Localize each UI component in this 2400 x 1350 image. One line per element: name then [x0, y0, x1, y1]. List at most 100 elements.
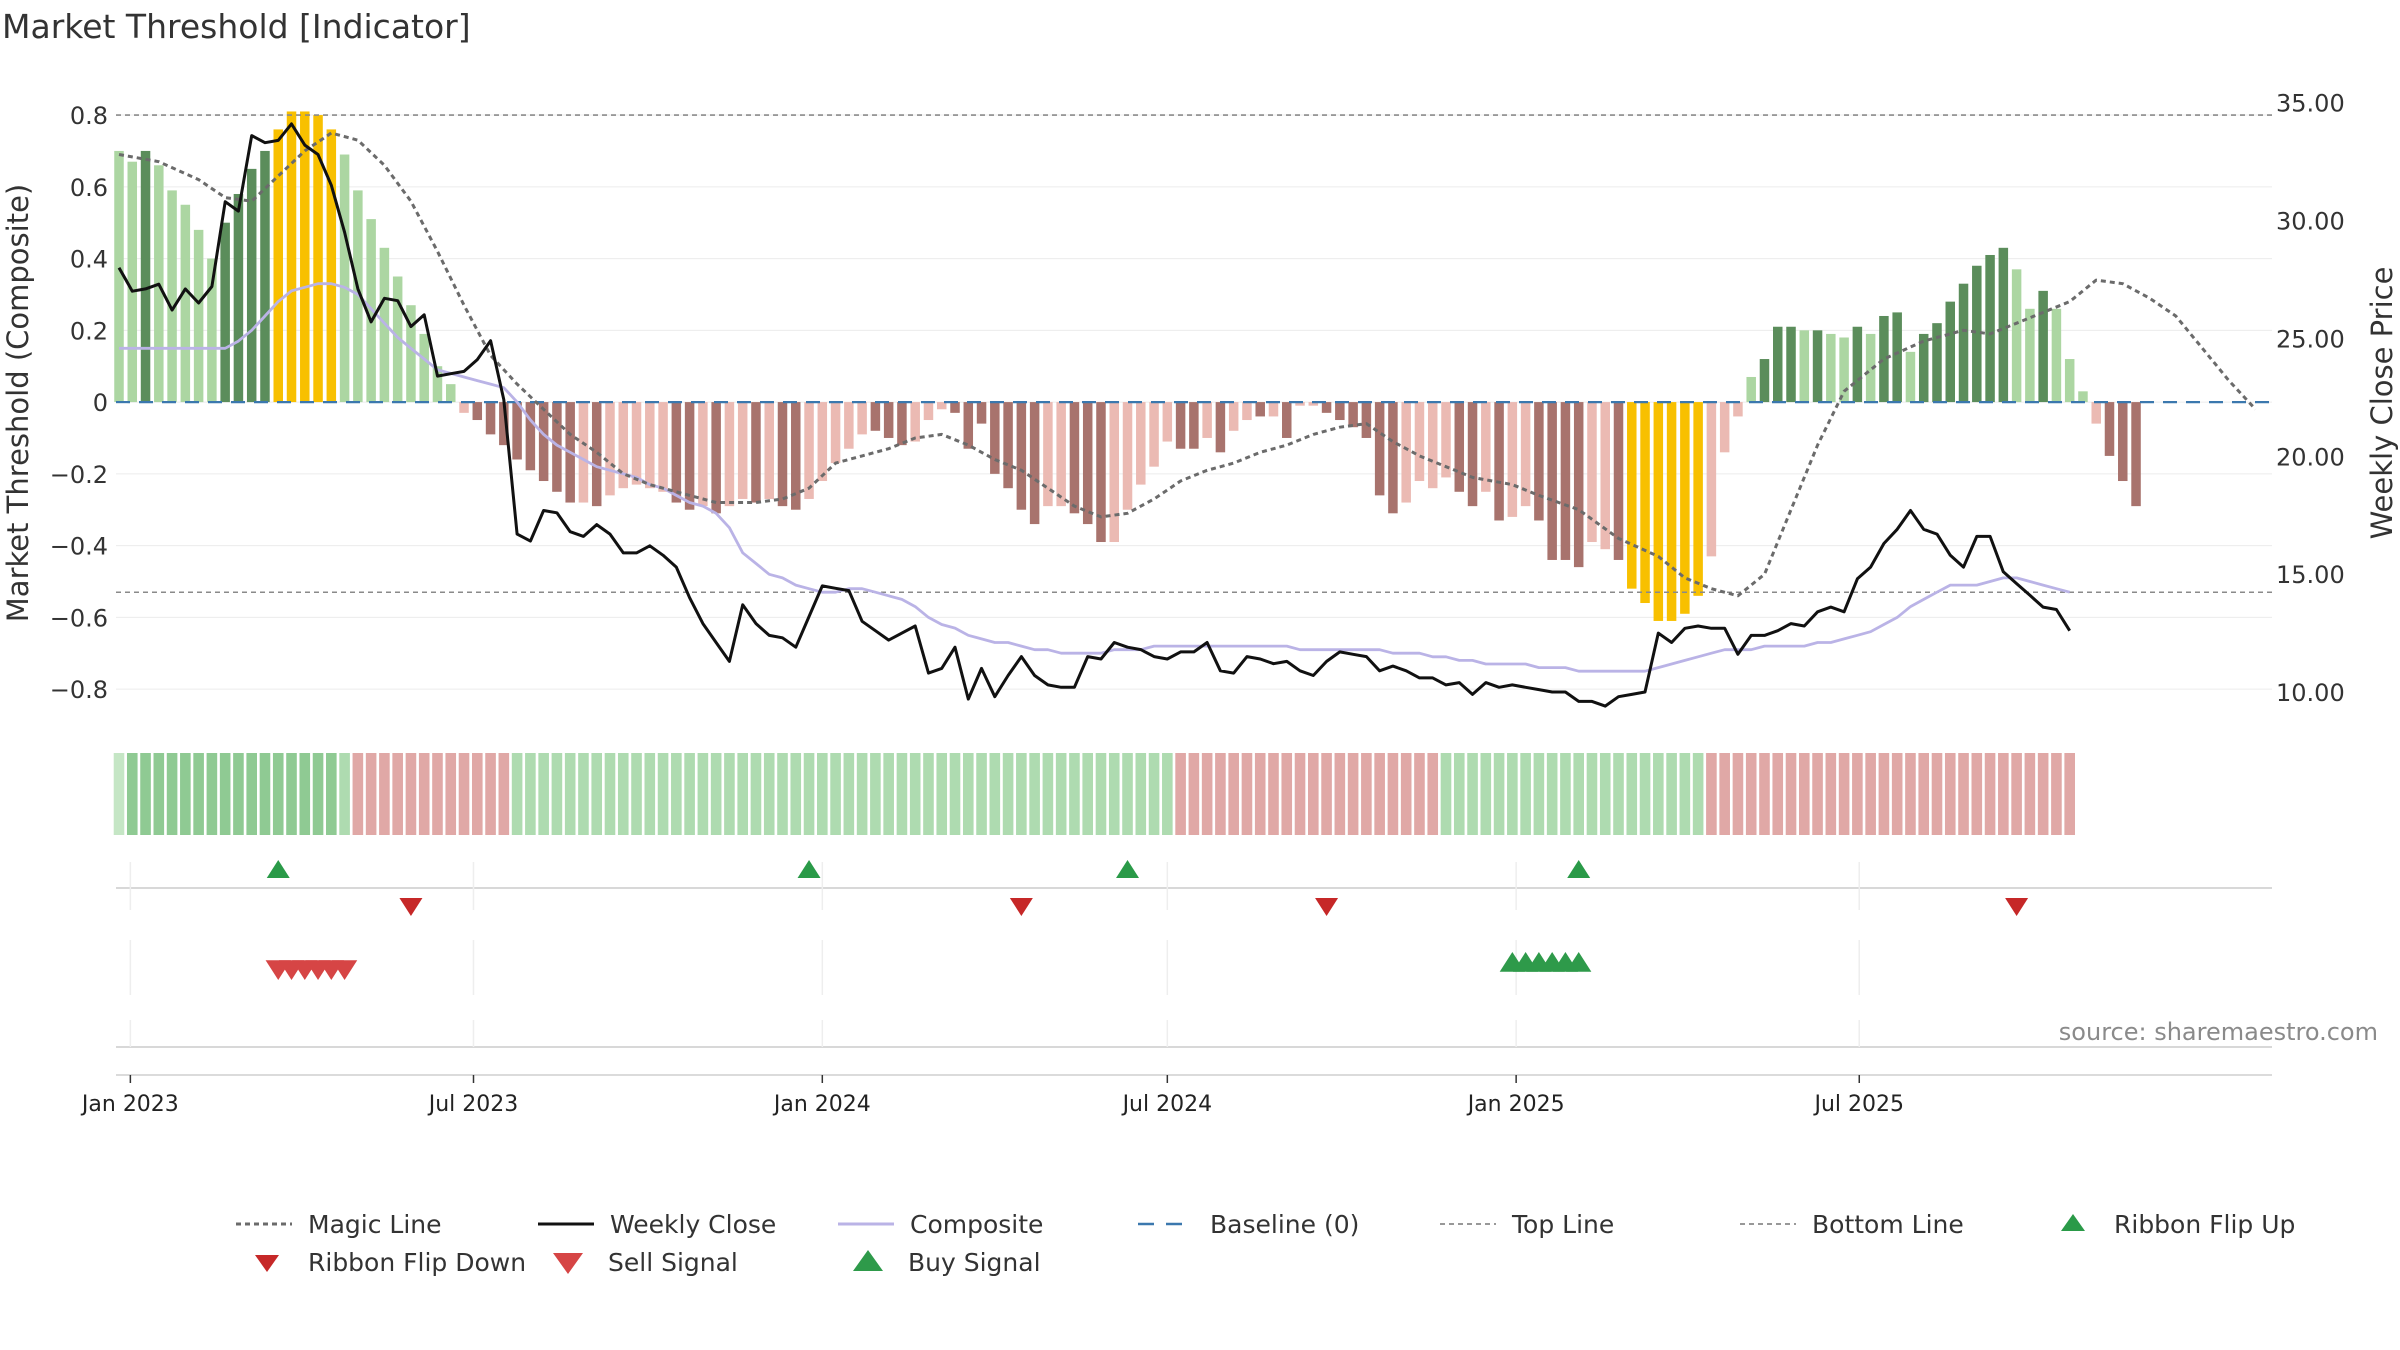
right-axis-label: Weekly Close Price [2365, 267, 2399, 540]
ribbon-cell [1175, 753, 1186, 835]
composite-bar [578, 402, 589, 503]
composite-bar [684, 402, 695, 510]
composite-bar [1945, 301, 1956, 403]
composite-bar [2051, 308, 2062, 403]
composite-bar [1932, 323, 1942, 403]
composite-bar [698, 402, 708, 507]
legend-swatch [853, 1250, 883, 1271]
composite-bar [1374, 402, 1385, 496]
ribbon-cell [2051, 753, 2062, 835]
ribbon-cell [1440, 753, 1452, 835]
composite-bar [432, 366, 443, 403]
ribbon-flip-up-marker [1567, 860, 1591, 878]
ribbon-cell [1334, 753, 1346, 835]
composite-bar [1202, 402, 1212, 438]
ribbon-cell [1308, 753, 1319, 835]
composite-bar [233, 193, 244, 403]
composite-bar [1534, 402, 1544, 521]
ribbon-cell [471, 753, 483, 835]
right-tick-label: 35.00 [2276, 90, 2345, 118]
ribbon-cell [1361, 753, 1372, 835]
composite-bar [645, 402, 655, 489]
ribbon-cell [1653, 753, 1664, 835]
composite-bar [313, 115, 323, 403]
ribbon-cell [2024, 753, 2036, 835]
ribbon-cell [365, 753, 377, 835]
legend-item-magic: Magic Line [236, 1210, 442, 1239]
composite-bar [1069, 402, 1080, 514]
buy-signal-marker [1566, 952, 1592, 972]
ribbon-cell [1135, 753, 1147, 835]
composite-bar [936, 402, 947, 410]
composite-bar [990, 402, 1000, 474]
left-tick-label: 0.4 [70, 246, 108, 274]
ribbon-cell [763, 753, 775, 835]
composite-bar [1494, 402, 1504, 521]
ribbon-cell [617, 753, 629, 835]
left-tick-label: 0.2 [70, 317, 108, 345]
x-tick-label: Jul 2024 [1121, 1092, 1213, 1117]
composite-bar [1348, 402, 1358, 428]
ribbon-cell [724, 753, 735, 835]
legend-item-sell: Sell Signal [553, 1248, 738, 1277]
left-tick-label: 0.6 [70, 174, 108, 202]
composite-bar [2118, 402, 2128, 482]
ribbon-cell [1321, 753, 1332, 835]
ribbon-cell [246, 753, 257, 835]
x-tick-label: Jan 2023 [80, 1092, 179, 1117]
ribbon-cell [1573, 753, 1584, 835]
right-tick-label: 30.00 [2276, 208, 2345, 236]
ribbon-cell [352, 753, 364, 835]
ribbon-cell [1812, 753, 1823, 835]
composite-bar [1056, 402, 1066, 507]
right-tick-label: 25.00 [2276, 325, 2345, 353]
composite-bar [883, 402, 894, 438]
composite-bar [246, 168, 257, 403]
ribbon-cell [790, 753, 802, 835]
composite-bar [552, 402, 562, 492]
ribbon-cell [1838, 753, 1850, 835]
ribbon-cell [578, 753, 589, 835]
ribbon-cell [604, 753, 616, 835]
ribbon-cell [1082, 753, 1094, 835]
ribbon-cell [233, 753, 244, 835]
ribbon-cell [1055, 753, 1067, 835]
ribbon-cell [644, 753, 656, 835]
ribbon-cell [1546, 753, 1558, 835]
legend-item-bottom: Bottom Line [1740, 1210, 1964, 1239]
ribbon-flip-down-marker [1009, 898, 1033, 916]
ribbon-cell [1998, 753, 2009, 835]
composite-bar [605, 402, 615, 496]
ribbon-cell [1745, 753, 1757, 835]
composite-bar [1812, 330, 1823, 403]
composite-bar [1746, 376, 1756, 403]
ribbon-cell [1241, 753, 1253, 835]
composite-bar [1560, 402, 1571, 560]
chart-title: Market Threshold [Indicator] [2, 7, 471, 46]
composite-bar [1454, 402, 1465, 492]
composite-bar [1600, 402, 1610, 550]
composite-bar [950, 402, 960, 413]
ribbon-cell [166, 753, 178, 835]
composite-bar [1136, 402, 1146, 485]
ribbon-cell [1215, 753, 1226, 835]
ribbon-cell [923, 753, 934, 835]
ribbon-cell [1533, 753, 1545, 835]
composite-bar [1786, 326, 1796, 403]
composite-bar [897, 402, 907, 446]
ribbon-cell [1599, 753, 1611, 835]
ribbon-cell [126, 753, 138, 835]
composite-bar [1773, 326, 1783, 403]
composite-bar [1388, 402, 1398, 514]
ribbon-cell [405, 753, 417, 835]
ribbon-cell [631, 753, 642, 835]
ribbon-cell [1918, 753, 1930, 835]
composite-bar [658, 402, 668, 492]
ribbon-cell [339, 753, 350, 835]
composite-bar [1985, 254, 1995, 403]
ribbon-flip-up-marker [266, 860, 290, 878]
weekly-close-line [117, 122, 2071, 708]
composite-bar [2038, 290, 2048, 403]
ribbon-cell [1825, 753, 1837, 835]
